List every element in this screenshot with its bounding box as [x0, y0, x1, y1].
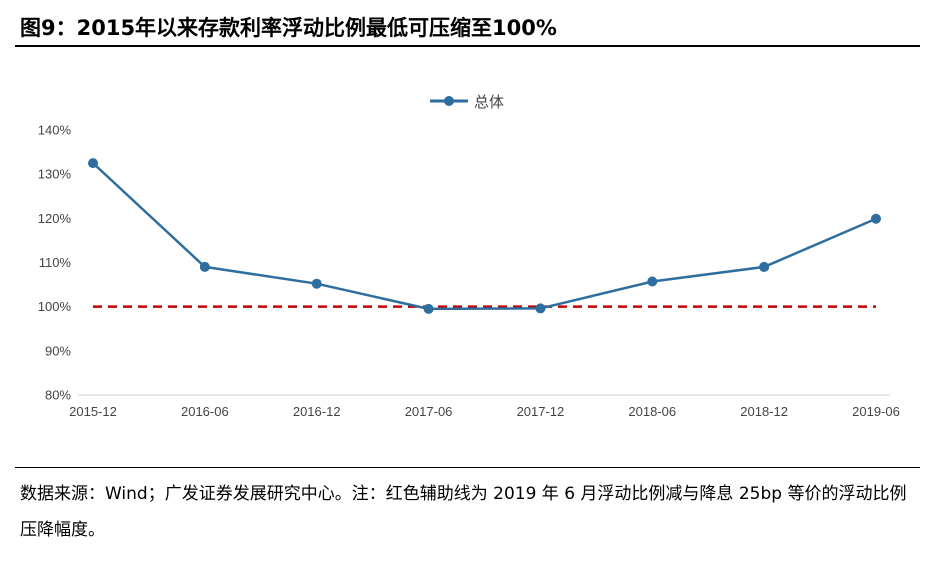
- data-point: [647, 276, 658, 287]
- legend-label: 总体: [474, 93, 504, 111]
- y-tick-label: 130%: [38, 167, 72, 182]
- series-group: [88, 158, 881, 314]
- y-tick-label: 140%: [38, 123, 72, 138]
- x-tick-label: 2018-12: [740, 404, 788, 419]
- data-point: [423, 303, 434, 314]
- data-point: [88, 158, 98, 169]
- y-tick-label: 90%: [45, 343, 71, 358]
- x-tick-label: 2019-06: [852, 404, 900, 419]
- x-tick-label: 2017-12: [517, 404, 565, 419]
- legend-marker: [444, 96, 454, 106]
- y-axis: 80% 90% 100% 110% 120% 130% 140%: [38, 123, 72, 403]
- y-tick-label: 110%: [39, 255, 72, 270]
- y-tick-label: 120%: [38, 211, 72, 226]
- top-rule: [15, 45, 920, 47]
- y-tick-label: 100%: [38, 299, 72, 314]
- data-point: [535, 303, 546, 314]
- data-point: [871, 213, 881, 224]
- series-line: [92, 162, 877, 311]
- x-tick-label: 2016-06: [181, 404, 229, 419]
- figure-title: 图9：2015年以来存款利率浮动比例最低可压缩至100%: [20, 16, 557, 40]
- x-tick-label: 2015-12: [69, 404, 117, 419]
- data-point: [759, 261, 770, 272]
- data-point: [199, 261, 210, 272]
- source-note: 数据来源：Wind；广发证券发展研究中心。注：红色辅助线为 2019 年 6 月…: [20, 484, 907, 540]
- y-tick-label: 80%: [45, 388, 71, 403]
- line-chart: 总体 80%90%100%110%120%130%140% 2015-12 201…: [38, 93, 900, 419]
- x-tick-label: 2016-12: [293, 404, 341, 419]
- x-tick-label: 2017-06: [405, 404, 453, 419]
- legend: 总体: [430, 93, 504, 111]
- x-tick-label: 2018-06: [628, 404, 676, 419]
- x-axis: 2015-12 2016-06 2016-12 2017-06 2017-12 2018-…: [69, 404, 900, 419]
- bottom-rule: [15, 467, 920, 468]
- data-point: [311, 278, 322, 289]
